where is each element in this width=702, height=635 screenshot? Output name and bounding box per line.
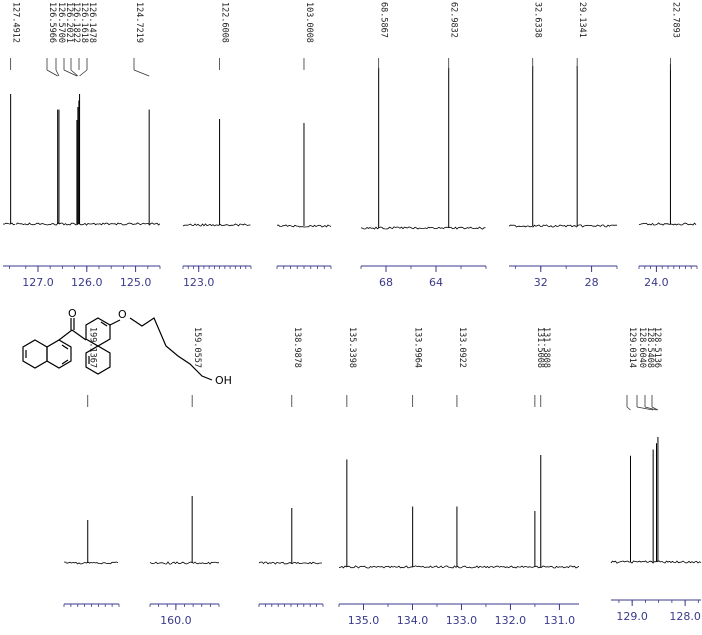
x-tick-label: 129.0 — [616, 610, 648, 623]
x-tick-label: 28 — [585, 276, 599, 289]
naphthalene-ring-left-b — [46, 339, 72, 369]
x-tick-label: 126.0 — [71, 276, 103, 289]
carbonyl-oxygen-label: O — [68, 307, 77, 320]
peak-label: 126.1478 — [87, 2, 97, 43]
peak-label: 128.6040 — [637, 327, 647, 368]
label-leader-fan — [46, 69, 58, 77]
label-leader-fan — [55, 69, 60, 77]
peak-label: 135.3398 — [347, 327, 357, 368]
baseline-trace — [63, 561, 119, 565]
x-tick-label: 125.0 — [120, 276, 152, 289]
peak-label: 133.9964 — [413, 327, 423, 368]
x-tick-label: 132.0 — [495, 614, 527, 627]
ether-oxygen-label: O — [118, 308, 127, 321]
label-leader-fan — [644, 406, 657, 411]
baseline-trace — [508, 224, 617, 228]
peak-label: 131.3808 — [541, 327, 551, 368]
peak-label: 126.1618 — [79, 2, 89, 43]
peak-label: 62.9832 — [449, 2, 459, 38]
x-tick-label: 160.0 — [160, 614, 192, 627]
peak-labels-layer: 127.4912 126.5966 126.5700126.2021126.1822… — [10, 2, 680, 411]
label-leader-fan — [79, 69, 88, 77]
label-leader-fan — [70, 69, 79, 77]
peak-label: 29.1341 — [577, 2, 587, 38]
peak-label: 32.6338 — [533, 2, 543, 38]
x-tick-label: 135.0 — [348, 614, 380, 627]
baseline-trace — [360, 226, 486, 230]
baseline-trace — [182, 223, 251, 227]
x-tick-label: 133.0 — [446, 614, 478, 627]
peaks-layer — [2, 64, 702, 569]
label-leader-fan — [133, 69, 150, 77]
axes-layer: 127.0 126.0 125.0 123.0 68 64 32 28 24.0 160.0 135… — [3, 265, 701, 627]
peak-label: 133.0922 — [457, 327, 467, 368]
peak-label: 126.5700 — [56, 2, 66, 43]
peak-label: 124.7219 — [134, 2, 144, 43]
x-tick-label: 131.0 — [544, 614, 576, 627]
peak-label: 122.6008 — [220, 2, 230, 43]
peak-label: 199.1367 — [88, 327, 98, 368]
x-tick-label: 64 — [429, 276, 443, 289]
pentyl-chain — [129, 317, 213, 381]
baseline-trace — [276, 224, 332, 228]
baseline-trace — [2, 222, 16, 226]
baseline-trace — [338, 565, 580, 569]
peak-label: 126.2021 — [64, 2, 74, 43]
peak-label: 131.5008 — [535, 327, 545, 368]
peak-label: 159.0557 — [192, 327, 202, 368]
x-tick-label: 134.0 — [397, 614, 429, 627]
x-tick-label: 127.0 — [22, 276, 54, 289]
label-leader-fan — [626, 406, 631, 411]
x-tick-label: 128.0 — [669, 610, 701, 623]
peak-label: 128.5136 — [652, 327, 662, 368]
x-tick-label: 32 — [534, 276, 548, 289]
baseline-trace — [15, 222, 161, 226]
hydroxyl-label: OH — [215, 374, 232, 387]
baseline-trace — [258, 561, 323, 565]
peak-label: 127.4912 — [11, 2, 21, 43]
x-tick-label: 24.0 — [644, 276, 669, 289]
peak-label: 22.7893 — [670, 2, 680, 38]
peak-label: 68.5867 — [379, 2, 389, 38]
carbonyl-bond — [58, 329, 73, 341]
peak-label: 128.5408 — [645, 327, 655, 368]
naphthalene-ring-right-b — [85, 345, 111, 375]
x-tick-label: 68 — [379, 276, 393, 289]
label-leader-fan — [63, 69, 78, 77]
peak-label: 103.0008 — [304, 2, 314, 43]
molecule-structure: O O OH — [22, 307, 232, 387]
label-leader-fan — [636, 406, 654, 411]
baseline-trace — [149, 561, 220, 565]
peak-label: 129.0314 — [627, 327, 637, 368]
peak-label: 126.5966 — [47, 2, 57, 43]
peak-label: 138.9878 — [292, 327, 302, 368]
baseline-trace — [638, 222, 697, 226]
label-leader-fan — [651, 406, 659, 411]
peak-label: 126.1822 — [71, 2, 81, 43]
x-tick-label: 123.0 — [183, 276, 215, 289]
